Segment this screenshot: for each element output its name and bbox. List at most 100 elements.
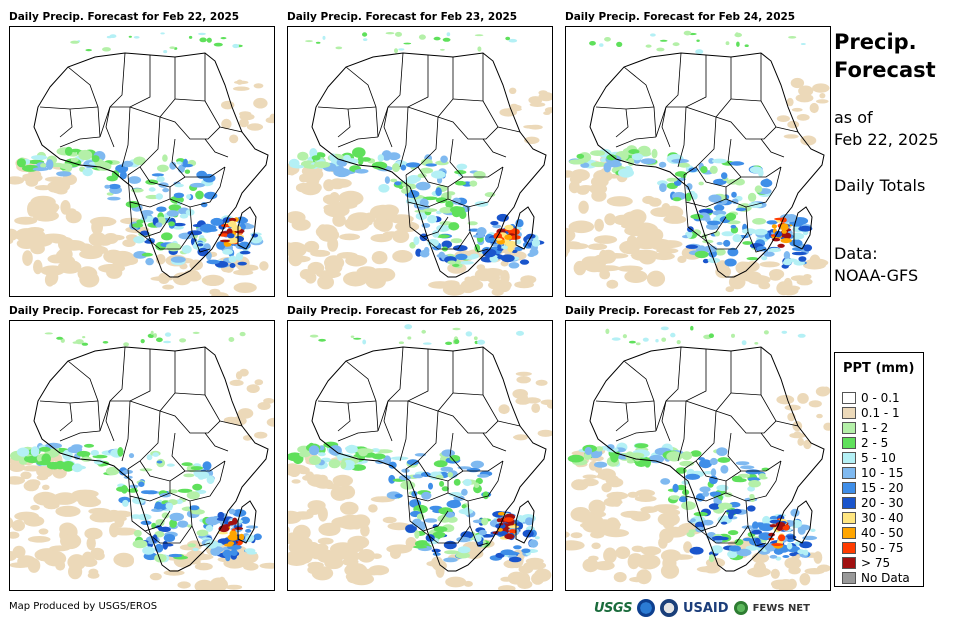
country-border (39, 106, 99, 110)
country-border (399, 106, 409, 168)
forecast-panel-feb-26: Daily Precip. Forecast for Feb 26, 2025 (287, 302, 553, 591)
country-border (405, 410, 439, 470)
country-border (655, 52, 682, 138)
country-border (661, 106, 671, 148)
agency-logos: USGS USAID FEWS NET (594, 597, 810, 619)
country-border (700, 231, 749, 250)
country-border (405, 116, 439, 176)
legend-item: > 75 (842, 556, 890, 570)
panel-title: Daily Precip. Forecast for Feb 26, 2025 (287, 305, 518, 317)
country-border (219, 126, 243, 133)
country-border (623, 66, 657, 138)
country-border (317, 400, 377, 404)
country-border (615, 402, 629, 432)
africa-coastline (589, 346, 825, 572)
country-border (685, 351, 732, 412)
country-border (467, 206, 489, 253)
legend-item: 30 - 40 (842, 511, 904, 525)
country-border (447, 460, 504, 502)
country-border (775, 420, 799, 427)
legend-swatch (842, 437, 856, 449)
legend-item: 5 - 10 (842, 451, 896, 465)
country-border (59, 108, 73, 138)
legend-item: 2 - 5 (842, 436, 888, 450)
country-border (144, 231, 193, 250)
country-border (677, 106, 687, 168)
precip-fields (288, 31, 552, 296)
legend-item: 40 - 50 (842, 526, 904, 540)
country-border (59, 430, 101, 442)
legend-swatch (842, 527, 856, 539)
precip-fields (10, 32, 274, 296)
precip-map (287, 26, 553, 297)
precip-fields (566, 325, 830, 590)
country-border (615, 136, 657, 148)
fews-net-globe-icon (733, 601, 748, 615)
legend-label: 0 - 0.1 (861, 391, 900, 405)
country-border (482, 432, 507, 452)
legend-label: 20 - 30 (861, 496, 904, 510)
country-border (467, 500, 489, 547)
legend-label: 15 - 20 (861, 481, 904, 495)
legend-swatch (842, 557, 856, 569)
as-of-date: Feb 22, 2025 (834, 130, 939, 149)
country-border (169, 166, 226, 208)
legend-swatch (842, 512, 856, 524)
country-border (171, 138, 226, 178)
forecast-panel-feb-23: Daily Precip. Forecast for Feb 23, 2025 (287, 8, 553, 297)
country-border (39, 400, 99, 404)
country-border (407, 351, 454, 412)
legend-label: 10 - 15 (861, 466, 904, 480)
country-border (695, 166, 742, 188)
panel-title: Daily Precip. Forecast for Feb 24, 2025 (565, 11, 796, 23)
legend-swatch (842, 572, 856, 584)
country-border (595, 106, 655, 110)
country-border (727, 432, 782, 472)
africa-coastline (33, 52, 269, 278)
data-source-value: NOAA-GFS (834, 266, 919, 285)
as-of-block: as of Feb 22, 2025 (834, 107, 939, 151)
madagascar-outline (237, 500, 257, 544)
legend-label: 1 - 2 (861, 421, 889, 435)
africa-coastline (311, 346, 547, 572)
country-border (174, 347, 206, 396)
country-border (204, 432, 229, 452)
country-border (99, 52, 126, 138)
state-dept-seal-icon (659, 599, 678, 617)
madagascar-outline (793, 206, 813, 250)
forecast-panel-feb-22: Daily Precip. Forecast for Feb 22, 2025 (9, 8, 275, 297)
country-border (174, 53, 206, 102)
madagascar-outline (237, 206, 257, 250)
country-border (683, 174, 727, 208)
country-border (655, 346, 682, 432)
side-title-line2: Forecast (834, 58, 936, 82)
country-border (337, 402, 351, 432)
legend-label: 5 - 10 (861, 451, 896, 465)
country-border (452, 347, 484, 396)
africa-coastline (33, 346, 269, 572)
country-border (219, 420, 243, 427)
country-border (715, 100, 777, 140)
forecast-panel-feb-27: Daily Precip. Forecast for Feb 27, 2025 (565, 302, 831, 591)
country-border (110, 349, 151, 402)
country-border (377, 346, 404, 432)
legend-label: 50 - 75 (861, 541, 904, 555)
country-border (189, 206, 211, 253)
country-border (615, 430, 657, 442)
panel-title: Daily Precip. Forecast for Feb 25, 2025 (9, 305, 240, 317)
country-border (482, 138, 507, 158)
legend-item: 0 - 0.1 (842, 391, 900, 405)
country-border (447, 166, 504, 208)
country-border (383, 400, 393, 442)
map-credit: Map Produced by USGS/EROS (9, 601, 158, 612)
country-border (129, 351, 176, 412)
country-border (105, 400, 115, 442)
country-border (623, 360, 657, 432)
country-border (127, 410, 161, 470)
country-border (121, 106, 131, 168)
legend-swatch (842, 452, 856, 464)
precip-map (565, 320, 831, 591)
country-border (405, 174, 449, 208)
country-border (129, 57, 176, 118)
